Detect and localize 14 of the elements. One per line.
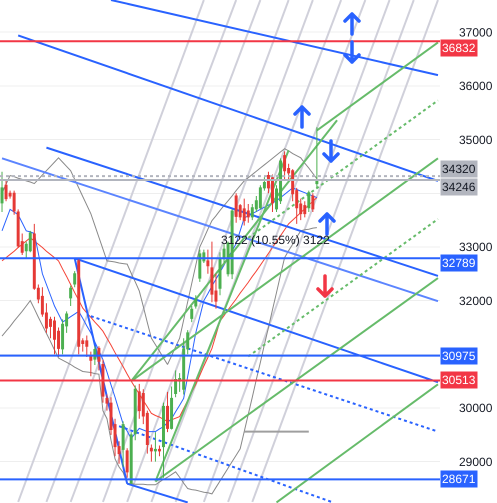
y-tick-label: 35000 bbox=[459, 132, 493, 147]
ref-line-label: 28671 bbox=[442, 472, 476, 486]
ref-line-label: 32789 bbox=[442, 256, 476, 270]
y-tick-label: 30000 bbox=[459, 401, 493, 416]
ref-line-label: 30513 bbox=[442, 373, 476, 387]
ref-line-label: 34246 bbox=[442, 180, 476, 194]
ref-line-label: 34320 bbox=[442, 162, 476, 176]
ref-line-label: 30975 bbox=[442, 349, 476, 363]
y-tick-label: 33000 bbox=[459, 240, 493, 254]
y-tick-label: 29000 bbox=[459, 454, 493, 469]
y-tick-label: 32000 bbox=[459, 294, 493, 308]
ref-line-label: 36832 bbox=[442, 41, 476, 55]
y-tick-label: 36000 bbox=[459, 79, 493, 94]
y-tick-label: 37000 bbox=[459, 25, 493, 40]
